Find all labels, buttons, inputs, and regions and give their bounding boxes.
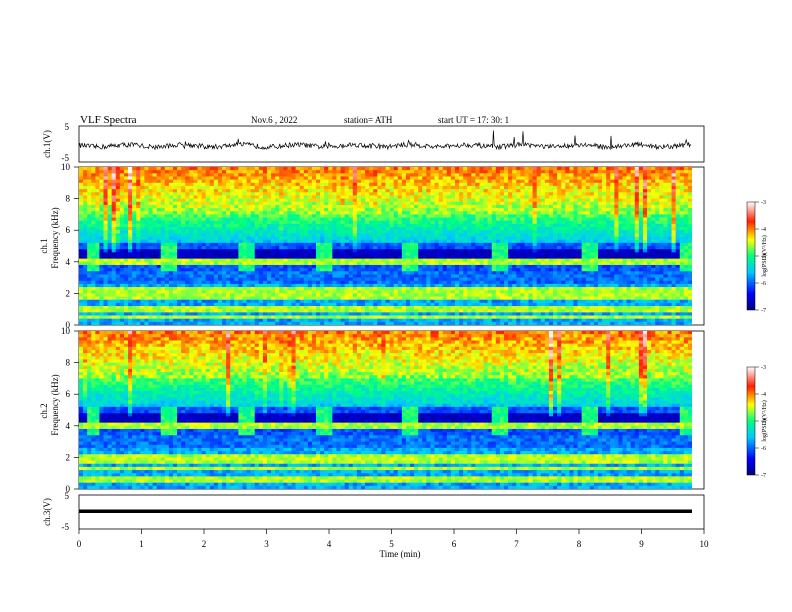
ch1-waveform-panel: 5 -5 ch.1(V) (42, 122, 705, 163)
ch1-ytick-bottom: -5 (62, 153, 70, 163)
x-tick-label: 3 (264, 539, 269, 549)
y-tick-label: 6 (66, 225, 71, 235)
x-tick-label: 8 (577, 539, 582, 549)
ch3-ytick-top: 5 (65, 491, 70, 501)
ch2-spectrogram-ylabel: Frequency (kHz) (50, 374, 60, 435)
x-tick-label: 6 (452, 539, 457, 549)
colorbar-tick-label: -3 (761, 200, 766, 206)
ch2-spectrogram-yticks: 0 2 4 6 8 10 (61, 326, 79, 494)
y-tick-label: 2 (66, 452, 71, 462)
y-tick-label: 4 (66, 257, 71, 267)
ch2-colorbar-ticks: -3 -4 -5 -6 -7 (755, 365, 766, 479)
ch3-waveform-ylabel: ch.3(V) (42, 498, 52, 526)
ch1-spectrogram-ylabel: Frequency (kHz) (50, 207, 60, 268)
y-tick-label: 6 (66, 389, 71, 399)
start-ut-label: start UT = 17: 30: 1 (438, 115, 509, 125)
colorbar-tick-label: -7 (761, 473, 766, 479)
x-tick-label: 5 (389, 539, 394, 549)
ch2-colorbar-gradient (746, 366, 756, 476)
ch1-waveform-ylabel: ch.1(V) (42, 130, 52, 158)
ch3-waveform-panel: 5 -5 ch.3(V) (42, 491, 705, 532)
x-tick-label: 9 (639, 539, 644, 549)
colorbar-tick-label: -7 (761, 308, 766, 314)
colorbar-tick-label: -3 (761, 365, 766, 371)
x-tick-label: 1 (139, 539, 144, 549)
colorbar-tick-label: -5 (761, 419, 766, 425)
y-tick-label: 0 (66, 484, 71, 494)
x-tick-label: 10 (700, 539, 710, 549)
y-tick-label: 2 (66, 288, 71, 298)
ch1-waveform-frame (78, 125, 705, 163)
ch1-colorbar-label: log(PSD)(V²/Hz) (761, 235, 768, 276)
x-axis-label: Time (min) (380, 549, 421, 559)
ch1-spectrogram-heatmap (79, 167, 692, 325)
ch2-colorbar: -3 -4 -5 -6 -7 log(PSD)(V²/Hz) (746, 365, 768, 479)
station-label: station= ATH (344, 115, 393, 125)
ch2-colorbar-label: log(PSD)(V²/Hz) (761, 400, 768, 441)
colorbar-tick-label: -6 (761, 446, 766, 452)
ch2-spectrogram-heatmap (79, 331, 692, 489)
y-tick-label: 10 (61, 326, 71, 336)
ch1-spectrogram-yticks: 0 2 4 6 8 10 (61, 162, 79, 330)
x-tick-label: 7 (514, 539, 519, 549)
ch1-colorbar-gradient (746, 201, 756, 311)
ch2-channel-label: ch.2 (39, 403, 49, 418)
y-tick-label: 4 (66, 421, 71, 431)
colorbar-tick-label: -6 (761, 281, 766, 287)
colorbar-tick-label: -4 (761, 227, 766, 233)
date-label: Nov.6 , 2022 (251, 115, 297, 125)
ch1-waveform-line (78, 130, 692, 151)
y-tick-label: 8 (66, 194, 71, 204)
ch3-ytick-bottom: -5 (62, 522, 70, 532)
ch2-spectrogram-panel: 0 2 4 6 8 10 Frequency (kHz) ch.2 (39, 326, 705, 494)
y-tick-label: 10 (61, 162, 71, 172)
x-tick-label: 2 (202, 539, 207, 549)
x-tick-label: 0 (77, 539, 82, 549)
x-tick-label: 4 (327, 539, 332, 549)
ch1-spectrogram-panel: 0 2 4 6 8 10 Frequency (kHz) ch.1 (39, 162, 705, 330)
colorbar-tick-label: -4 (761, 392, 766, 398)
chart-title: VLF Spectra (80, 114, 137, 126)
ch1-channel-label: ch.1 (39, 238, 49, 253)
y-tick-label: 8 (66, 358, 71, 368)
ch1-colorbar: -3 -4 -5 -6 -7 log(PSD)(V²/Hz) (746, 200, 768, 314)
ch1-ytick-top: 5 (65, 122, 70, 132)
y-tick-label: 0 (66, 320, 71, 330)
colorbar-tick-label: -5 (761, 254, 766, 260)
x-axis: 0 1 2 3 4 5 6 7 8 9 10 (77, 529, 709, 549)
ch3-waveform-line (79, 509, 692, 513)
ch1-colorbar-ticks: -3 -4 -5 -6 -7 (755, 200, 766, 314)
